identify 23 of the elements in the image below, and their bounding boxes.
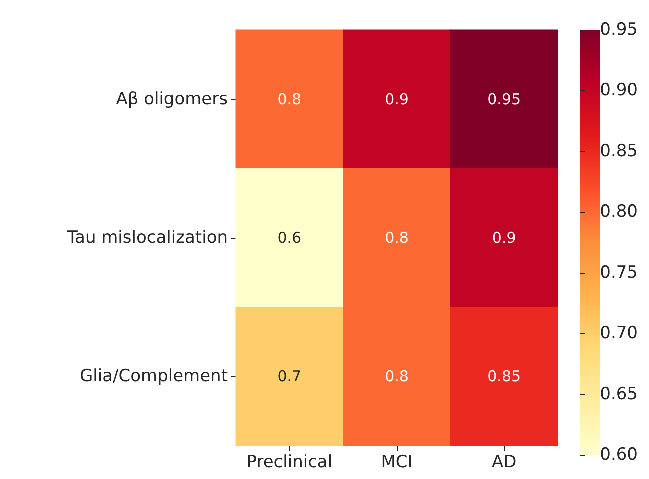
color-bar-label: 0.65 <box>600 384 638 404</box>
data-label: 0.95 <box>488 90 522 108</box>
color-bar-label: 0.85 <box>600 141 638 162</box>
x-tick-label: MCI <box>381 452 413 472</box>
data-label: 0.9 <box>492 229 516 247</box>
color-bar-label: 0.95 <box>600 20 638 40</box>
data-label: 0.6 <box>278 229 302 247</box>
x-tick-label: AD <box>492 452 517 472</box>
data-label: 0.8 <box>385 368 409 386</box>
data-label: 0.8 <box>385 229 409 247</box>
color-bar-label: 0.75 <box>600 262 638 283</box>
data-label: 0.8 <box>278 90 302 108</box>
y-tick-label: Tau mislocalization <box>66 228 228 248</box>
color-bar-label: 0.60 <box>600 445 638 465</box>
color-bar-label: 0.90 <box>600 80 638 101</box>
data-label: 0.85 <box>488 368 522 386</box>
y-tick-label: Glia/Complement <box>80 366 228 387</box>
data-label: 0.9 <box>385 90 409 108</box>
data-label: 0.7 <box>278 368 302 386</box>
x-tick-label: Preclinical <box>246 452 333 472</box>
color-bar-label: 0.80 <box>600 202 638 222</box>
y-tick-label: Aβ oligomers <box>116 89 228 110</box>
color-bar-label: 0.70 <box>600 324 638 344</box>
